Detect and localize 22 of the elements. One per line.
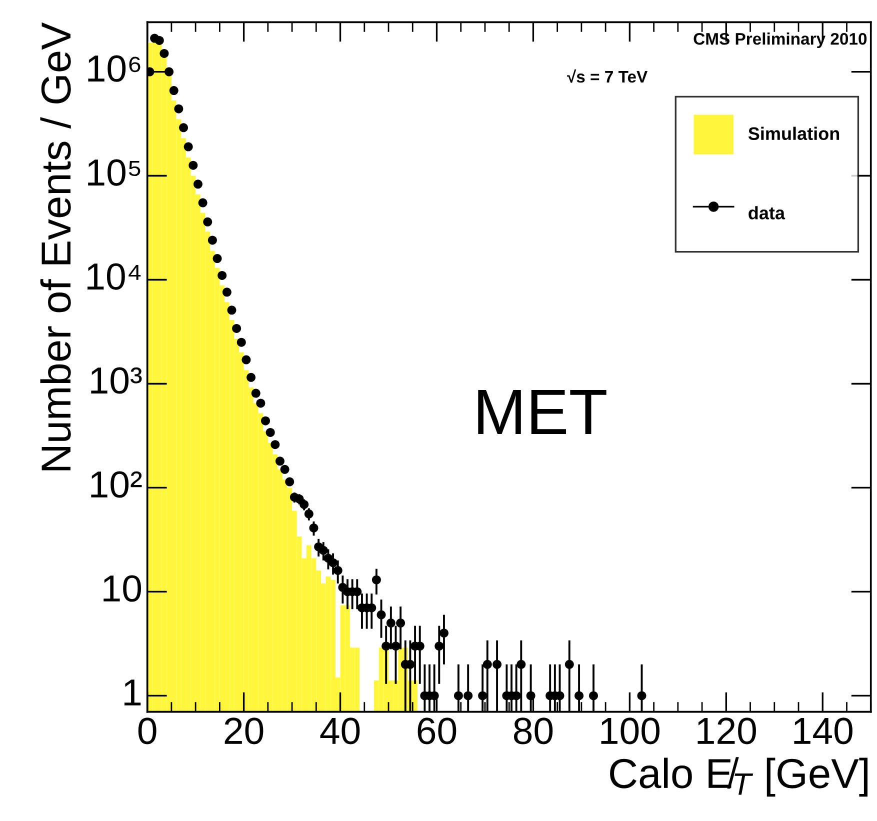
annotation: √s = 7 TeV <box>566 69 648 83</box>
annotation: CMS Preliminary 2010 <box>694 32 867 48</box>
x-tick-label: 120 <box>698 718 756 744</box>
x-tick-label: 140 <box>794 718 852 744</box>
x-tick-label: 20 <box>224 718 264 744</box>
y-tick-label: 10⁶ <box>88 55 140 82</box>
x-tick-label: 0 <box>138 718 156 744</box>
y-tick-label: 10² <box>91 471 142 498</box>
annotation: MET <box>478 390 606 434</box>
y-tick-label: 10³ <box>91 367 142 394</box>
x-tick-label: 100 <box>601 718 660 744</box>
y-axis-title: Number of Events / GeV <box>40 22 71 470</box>
x-tick-label: 60 <box>418 718 456 744</box>
x-tick-label: 40 <box>320 718 360 744</box>
y-tick-label: 10⁵ <box>88 159 140 186</box>
x-axis-title: Calo E̸$_{T}$ [GeV] <box>610 757 868 797</box>
y-tick-label: 10 <box>104 575 142 602</box>
x-tick-label: 80 <box>514 718 553 744</box>
legend-label: Simulation <box>748 126 840 140</box>
y-tick-label: 1 <box>124 680 141 706</box>
y-tick-label: 10⁴ <box>88 263 141 290</box>
legend-label: data <box>748 206 786 220</box>
